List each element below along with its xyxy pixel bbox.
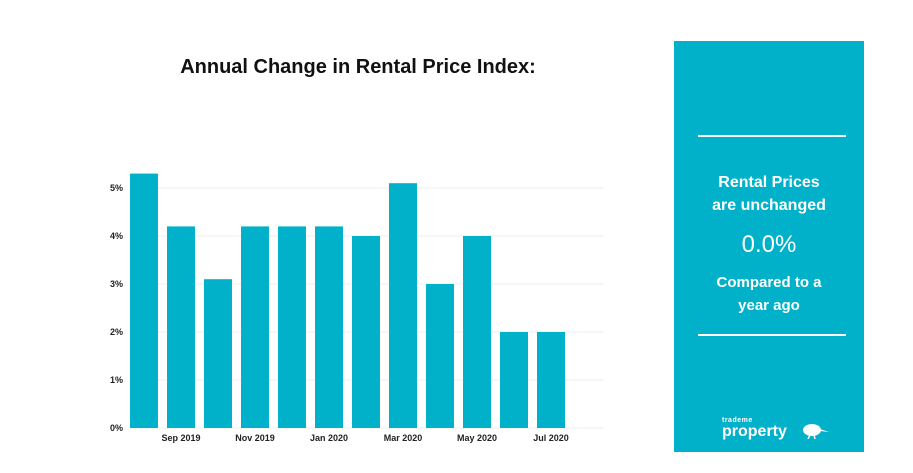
panel-value: 0.0% — [741, 231, 797, 258]
bar — [463, 236, 491, 428]
summary-panel: Rental Prices are unchanged 0.0% Compare… — [674, 41, 864, 452]
panel-divider-bottom — [698, 334, 846, 336]
panel-heading-line2: are unchanged — [712, 197, 826, 214]
bar — [389, 183, 417, 428]
x-axis-labels: Sep 2019 Nov 2019 Jan 2020 Mar 2020 May 2020… — [161, 433, 568, 443]
panel-sub-line2: year ago — [738, 297, 800, 314]
bar — [130, 173, 158, 428]
panel-sub-line1: Compared to a — [716, 274, 822, 291]
bar — [352, 236, 380, 428]
bar — [426, 284, 454, 428]
y-tick-label: 1% — [110, 375, 123, 385]
logo-main-text: property — [722, 423, 787, 440]
y-tick-label: 3% — [110, 279, 123, 289]
chart-title: Annual Change in Rental Price Index: — [180, 56, 536, 78]
bar — [537, 332, 565, 428]
panel-divider-top — [698, 135, 846, 137]
y-axis-labels: 0% 1% 2% 3% 4% 5% — [110, 183, 123, 433]
bar — [315, 226, 343, 428]
bar — [500, 332, 528, 428]
bars — [130, 173, 565, 428]
bar — [167, 226, 195, 428]
kiwi-bird-icon — [803, 424, 829, 439]
y-tick-label: 0% — [110, 423, 123, 433]
x-tick-label: Jan 2020 — [310, 433, 348, 443]
trademe-property-logo: trademe property — [722, 417, 842, 447]
y-tick-label: 4% — [110, 231, 123, 241]
y-tick-label: 5% — [110, 183, 123, 193]
y-tick-label: 2% — [110, 327, 123, 337]
bar — [241, 226, 269, 428]
panel-heading: Rental Prices are unchanged — [674, 171, 864, 217]
x-tick-label: May 2020 — [457, 433, 497, 443]
x-tick-label: Nov 2019 — [235, 433, 275, 443]
panel-subtext: Compared to a year ago — [674, 271, 864, 317]
logo-small-text: trademe — [722, 417, 753, 424]
panel-heading-line1: Rental Prices — [718, 174, 820, 191]
x-tick-label: Sep 2019 — [161, 433, 200, 443]
x-tick-label: Jul 2020 — [533, 433, 569, 443]
bar — [278, 226, 306, 428]
x-tick-label: Mar 2020 — [384, 433, 423, 443]
bar — [204, 279, 232, 428]
